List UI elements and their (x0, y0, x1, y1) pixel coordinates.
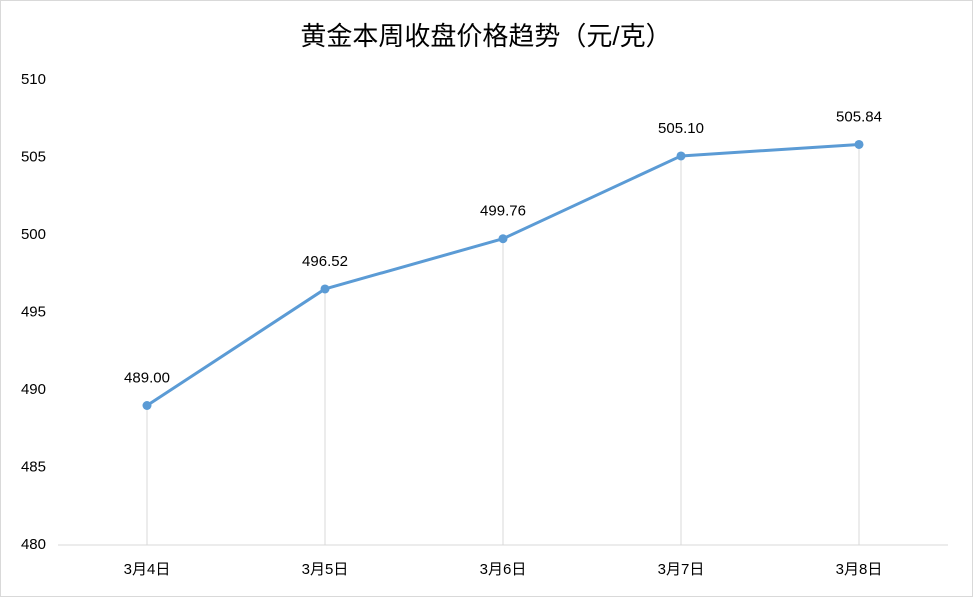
chart-title: 黄金本周收盘价格趋势（元/克） (300, 21, 671, 51)
x-tick-label: 3月8日 (836, 561, 883, 578)
data-point (320, 284, 330, 294)
y-tick-label: 480 (21, 536, 46, 553)
data-point (498, 234, 508, 244)
x-tick-label: 3月4日 (124, 561, 171, 578)
data-point (676, 151, 686, 161)
data-point (142, 401, 152, 410)
data-label: 499.76 (480, 203, 526, 220)
x-tick-label: 3月6日 (480, 561, 527, 578)
data-label: 496.52 (302, 253, 348, 270)
x-tick-label: 3月7日 (658, 561, 705, 578)
y-tick-label: 500 (21, 226, 46, 243)
data-label: 489.00 (124, 369, 170, 386)
data-point (854, 139, 864, 149)
data-label: 505.10 (658, 120, 704, 137)
data-label: 505.84 (836, 108, 882, 125)
y-tick-label: 510 (21, 71, 46, 88)
y-tick-label: 505 (21, 148, 46, 165)
x-tick-label: 3月5日 (302, 561, 349, 578)
y-tick-label: 490 (21, 381, 46, 398)
y-tick-label: 485 (21, 458, 46, 475)
y-tick-label: 495 (21, 303, 46, 320)
